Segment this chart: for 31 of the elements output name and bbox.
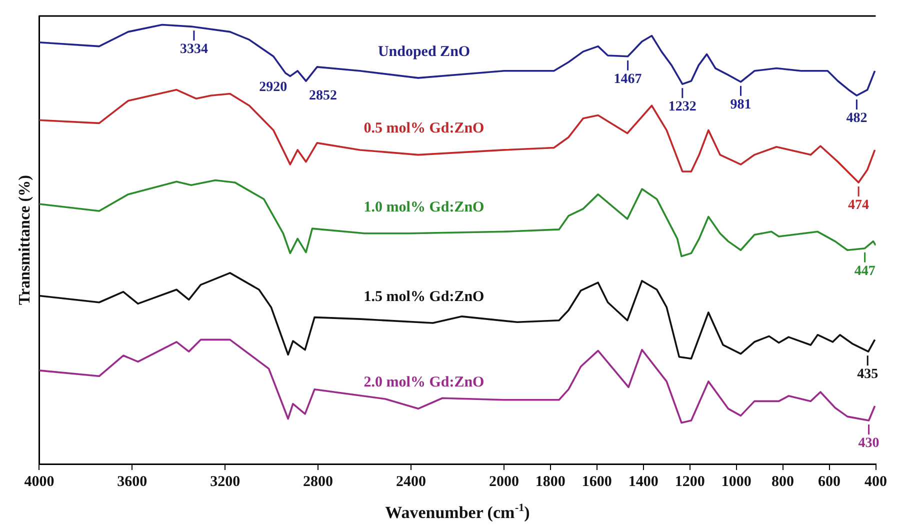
series-label: 2.0 mol% Gd:ZnO [364,374,484,391]
series-label: 0.5 mol% Gd:ZnO [364,120,484,137]
x-tick-label: 1800 [535,474,566,490]
series-label: 1.5 mol% Gd:ZnO [364,288,484,305]
x-tick-label: 1400 [628,474,658,490]
x-tick-label: 3600 [117,474,148,490]
x-tick-label: 1000 [721,474,752,490]
x-tick-label: 400 [864,474,887,490]
annotation: 2920 [259,80,288,95]
annotation: 430 [858,436,880,452]
series-label: Undoped ZnO [378,44,470,60]
x-tick-label: 1600 [582,474,612,490]
annotation: 1232 [668,100,696,115]
annotation: 447 [854,264,876,279]
series-label: 1.0 mol% Gd:ZnO [364,199,484,216]
y-axis-title: Transmittance (%) [16,175,34,305]
x-tick-label: 600 [818,474,841,490]
x-tick-label: 3200 [210,474,240,490]
x-tick-label: 2400 [396,474,426,490]
x-tick-label: 1200 [674,474,705,490]
annotation: 474 [848,198,870,214]
x-tick-label: 800 [772,474,794,490]
x-tick-label: 4000 [24,474,54,490]
annotation: 482 [846,111,868,126]
annotation: 3334 [180,42,208,58]
annotation: 981 [730,97,752,112]
annotation: 435 [857,367,878,382]
x-tick-label: 2000 [488,474,519,490]
annotation: 2852 [308,88,337,104]
x-tick-label: 2800 [303,474,334,490]
annotation: 1467 [614,72,642,88]
